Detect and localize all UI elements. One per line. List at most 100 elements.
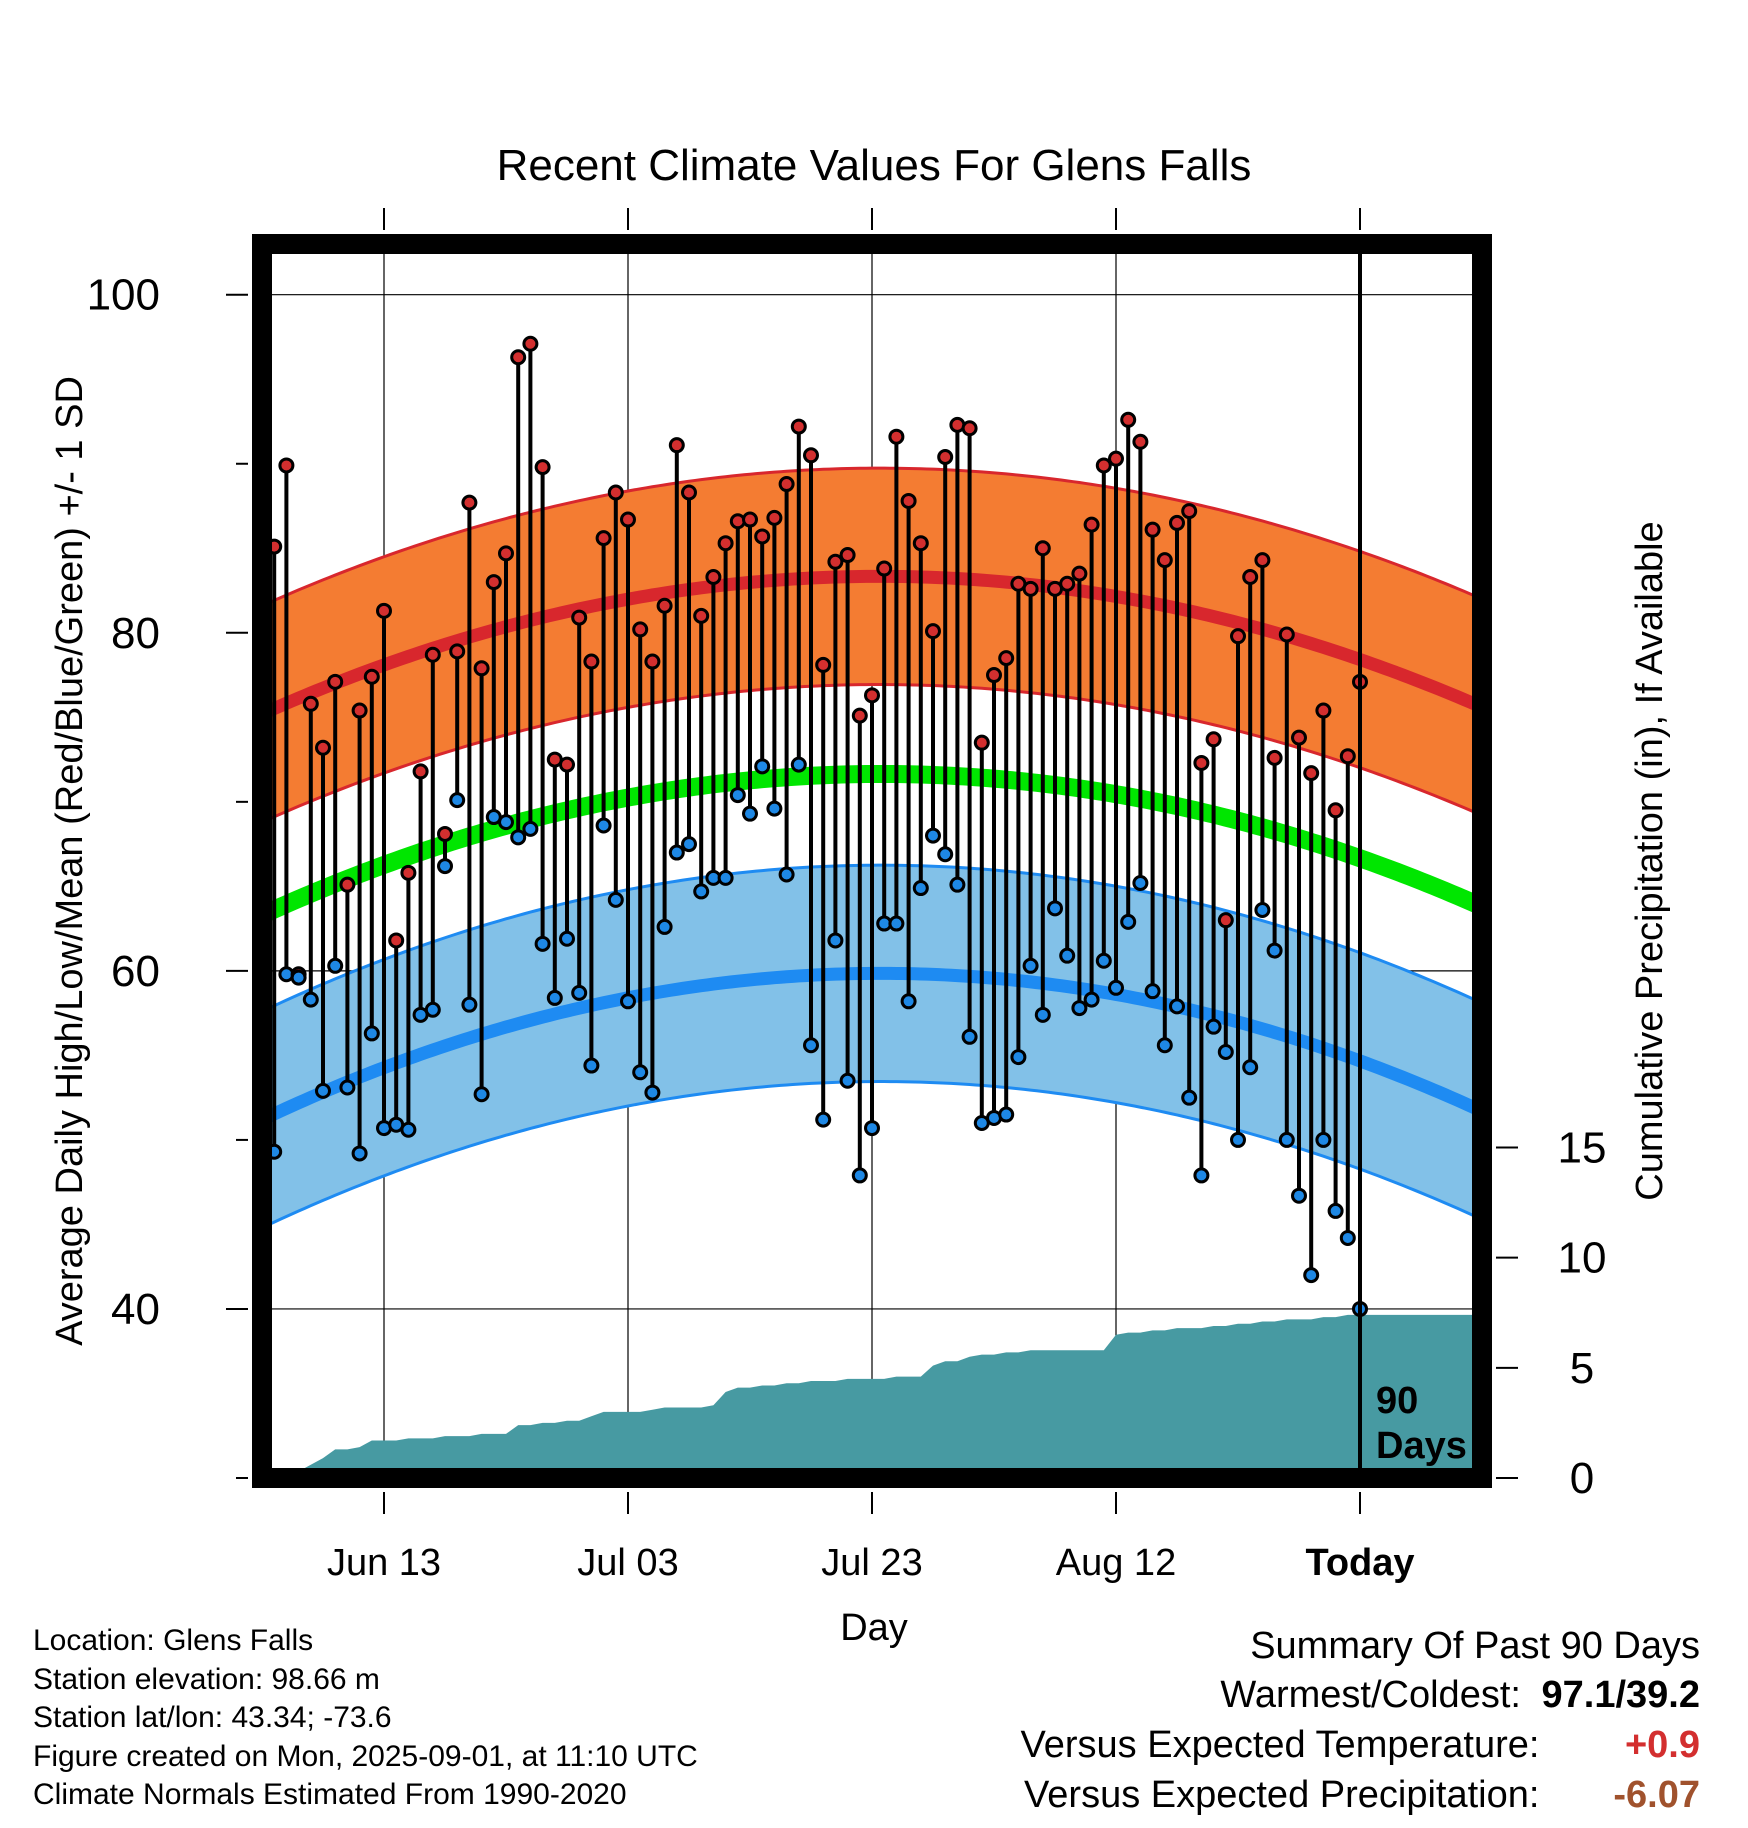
low-point-27: [571, 984, 588, 1001]
precip-anomaly-value: -6.07: [1613, 1774, 1700, 1816]
chart-title: Recent Climate Values For Glens Falls: [497, 141, 1252, 190]
low-point-58: [949, 876, 966, 893]
y-tick-label-80: 80: [111, 609, 160, 658]
location-text: Location: Glens Falls: [33, 1624, 314, 1657]
temp-anomaly-label: Versus Expected Temperature:: [1020, 1724, 1540, 1766]
station-info: Location: Glens Falls Station elevation:…: [33, 1622, 698, 1815]
high-point-20: [485, 574, 502, 591]
low-point-55: [912, 880, 929, 897]
high-point-42: [754, 528, 771, 545]
high-point-49: [839, 547, 856, 564]
low-point-32: [632, 1064, 649, 1081]
low-point-46: [803, 1037, 819, 1054]
low-point-8: [339, 1079, 356, 1096]
high-sd-upper-edge: [261, 466, 1483, 608]
high-point-16: [437, 825, 453, 842]
low-point-21: [498, 814, 514, 831]
high-point-9: [351, 702, 368, 719]
high-point-73: [1132, 433, 1149, 450]
high-point-31: [620, 511, 636, 528]
low-point-17: [449, 792, 466, 809]
low-point-71: [1108, 979, 1124, 996]
high-point-81: [1230, 628, 1246, 645]
high-point-18: [461, 494, 478, 511]
low-point-15: [424, 1001, 441, 1018]
low-point-65: [1034, 1006, 1051, 1023]
high-point-51: [864, 687, 880, 704]
x-tick-label-0: Jun 13: [327, 1542, 441, 1584]
high-point-70: [1095, 457, 1112, 474]
y-tick-label-60: 60: [111, 947, 160, 996]
low-point-4: [290, 969, 307, 986]
high-point-64: [1022, 580, 1039, 597]
high-point-87: [1303, 765, 1320, 782]
elevation-text: Station elevation: 98.66 m: [33, 1662, 380, 1696]
low-point-42: [754, 758, 771, 775]
high-point-71: [1108, 450, 1124, 467]
low-point-78: [1193, 1167, 1210, 1184]
low-point-41: [742, 805, 758, 822]
high-point-67: [1059, 575, 1076, 592]
high-point-19: [473, 660, 490, 677]
low-point-36: [681, 836, 697, 853]
high-point-69: [1083, 516, 1100, 533]
low-point-79: [1205, 1018, 1222, 1035]
high-point-57: [937, 448, 954, 465]
low-point-56: [925, 827, 941, 844]
low-point-88: [1315, 1131, 1332, 1148]
high-point-68: [1071, 565, 1088, 582]
low-point-90: [1339, 1229, 1356, 1246]
high-point-86: [1291, 729, 1307, 746]
high-point-13: [400, 864, 417, 881]
high-point-85: [1278, 626, 1295, 643]
low-point-66: [1047, 900, 1063, 917]
high-point-88: [1315, 702, 1332, 719]
warmest-coldest-value: 97.1/39.2: [1541, 1674, 1700, 1716]
low-point-47: [815, 1111, 832, 1128]
axis-labels: 100 80 60 40 15 10 5 0 Jun 13 Jul 03 Jul 23 Aug 12 T…: [49, 271, 1671, 1649]
high-point-7: [327, 673, 344, 690]
low-point-18: [461, 996, 478, 1013]
low-point-73: [1132, 874, 1149, 891]
high-point-55: [912, 535, 929, 552]
low-point-59: [961, 1028, 978, 1045]
high-point-12: [388, 932, 405, 949]
high-point-54: [900, 492, 917, 509]
high-point-30: [607, 484, 624, 501]
low-point-7: [327, 957, 344, 974]
high-point-65: [1034, 540, 1051, 557]
y2-tick-label-0: 0: [1570, 1454, 1594, 1503]
high-point-43: [766, 509, 783, 526]
daily-markers: [254, 335, 1368, 1331]
high-point-32: [632, 621, 649, 638]
daily-range-sticks: [260, 343, 1362, 1323]
high-point-44: [778, 476, 795, 493]
low-point-35: [668, 844, 685, 861]
low-point-67: [1059, 947, 1076, 964]
period-label-days: Days: [1376, 1425, 1467, 1467]
low-point-19: [473, 1086, 490, 1103]
high-point-61: [986, 667, 1002, 684]
low-point-81: [1230, 1131, 1246, 1148]
high-point-27: [571, 609, 588, 626]
high-point-72: [1120, 411, 1137, 428]
low-point-5: [302, 991, 319, 1008]
low-point-31: [620, 993, 636, 1010]
low-point-51: [864, 1120, 880, 1137]
high-point-53: [888, 428, 905, 445]
low-point-84: [1266, 942, 1283, 959]
low-point-68: [1071, 1000, 1088, 1017]
precip-anomaly-label: Versus Expected Precipitation:: [1024, 1774, 1540, 1816]
y2-tick-label-10: 10: [1558, 1234, 1607, 1283]
high-point-35: [668, 437, 685, 454]
high-point-74: [1144, 521, 1161, 538]
high-point-24: [534, 459, 551, 476]
summary-panel: Summary Of Past 90 Days Warmest/Coldest:…: [1021, 1622, 1700, 1820]
low-point-33: [644, 1084, 661, 1101]
plot-frame: [252, 234, 1492, 1488]
summary-title: Summary Of Past 90 Days: [1250, 1625, 1700, 1667]
low-point-30: [607, 891, 624, 908]
high-sd-lower-edge: [261, 683, 1483, 824]
low-point-77: [1181, 1089, 1198, 1106]
low-point-80: [1217, 1044, 1234, 1061]
